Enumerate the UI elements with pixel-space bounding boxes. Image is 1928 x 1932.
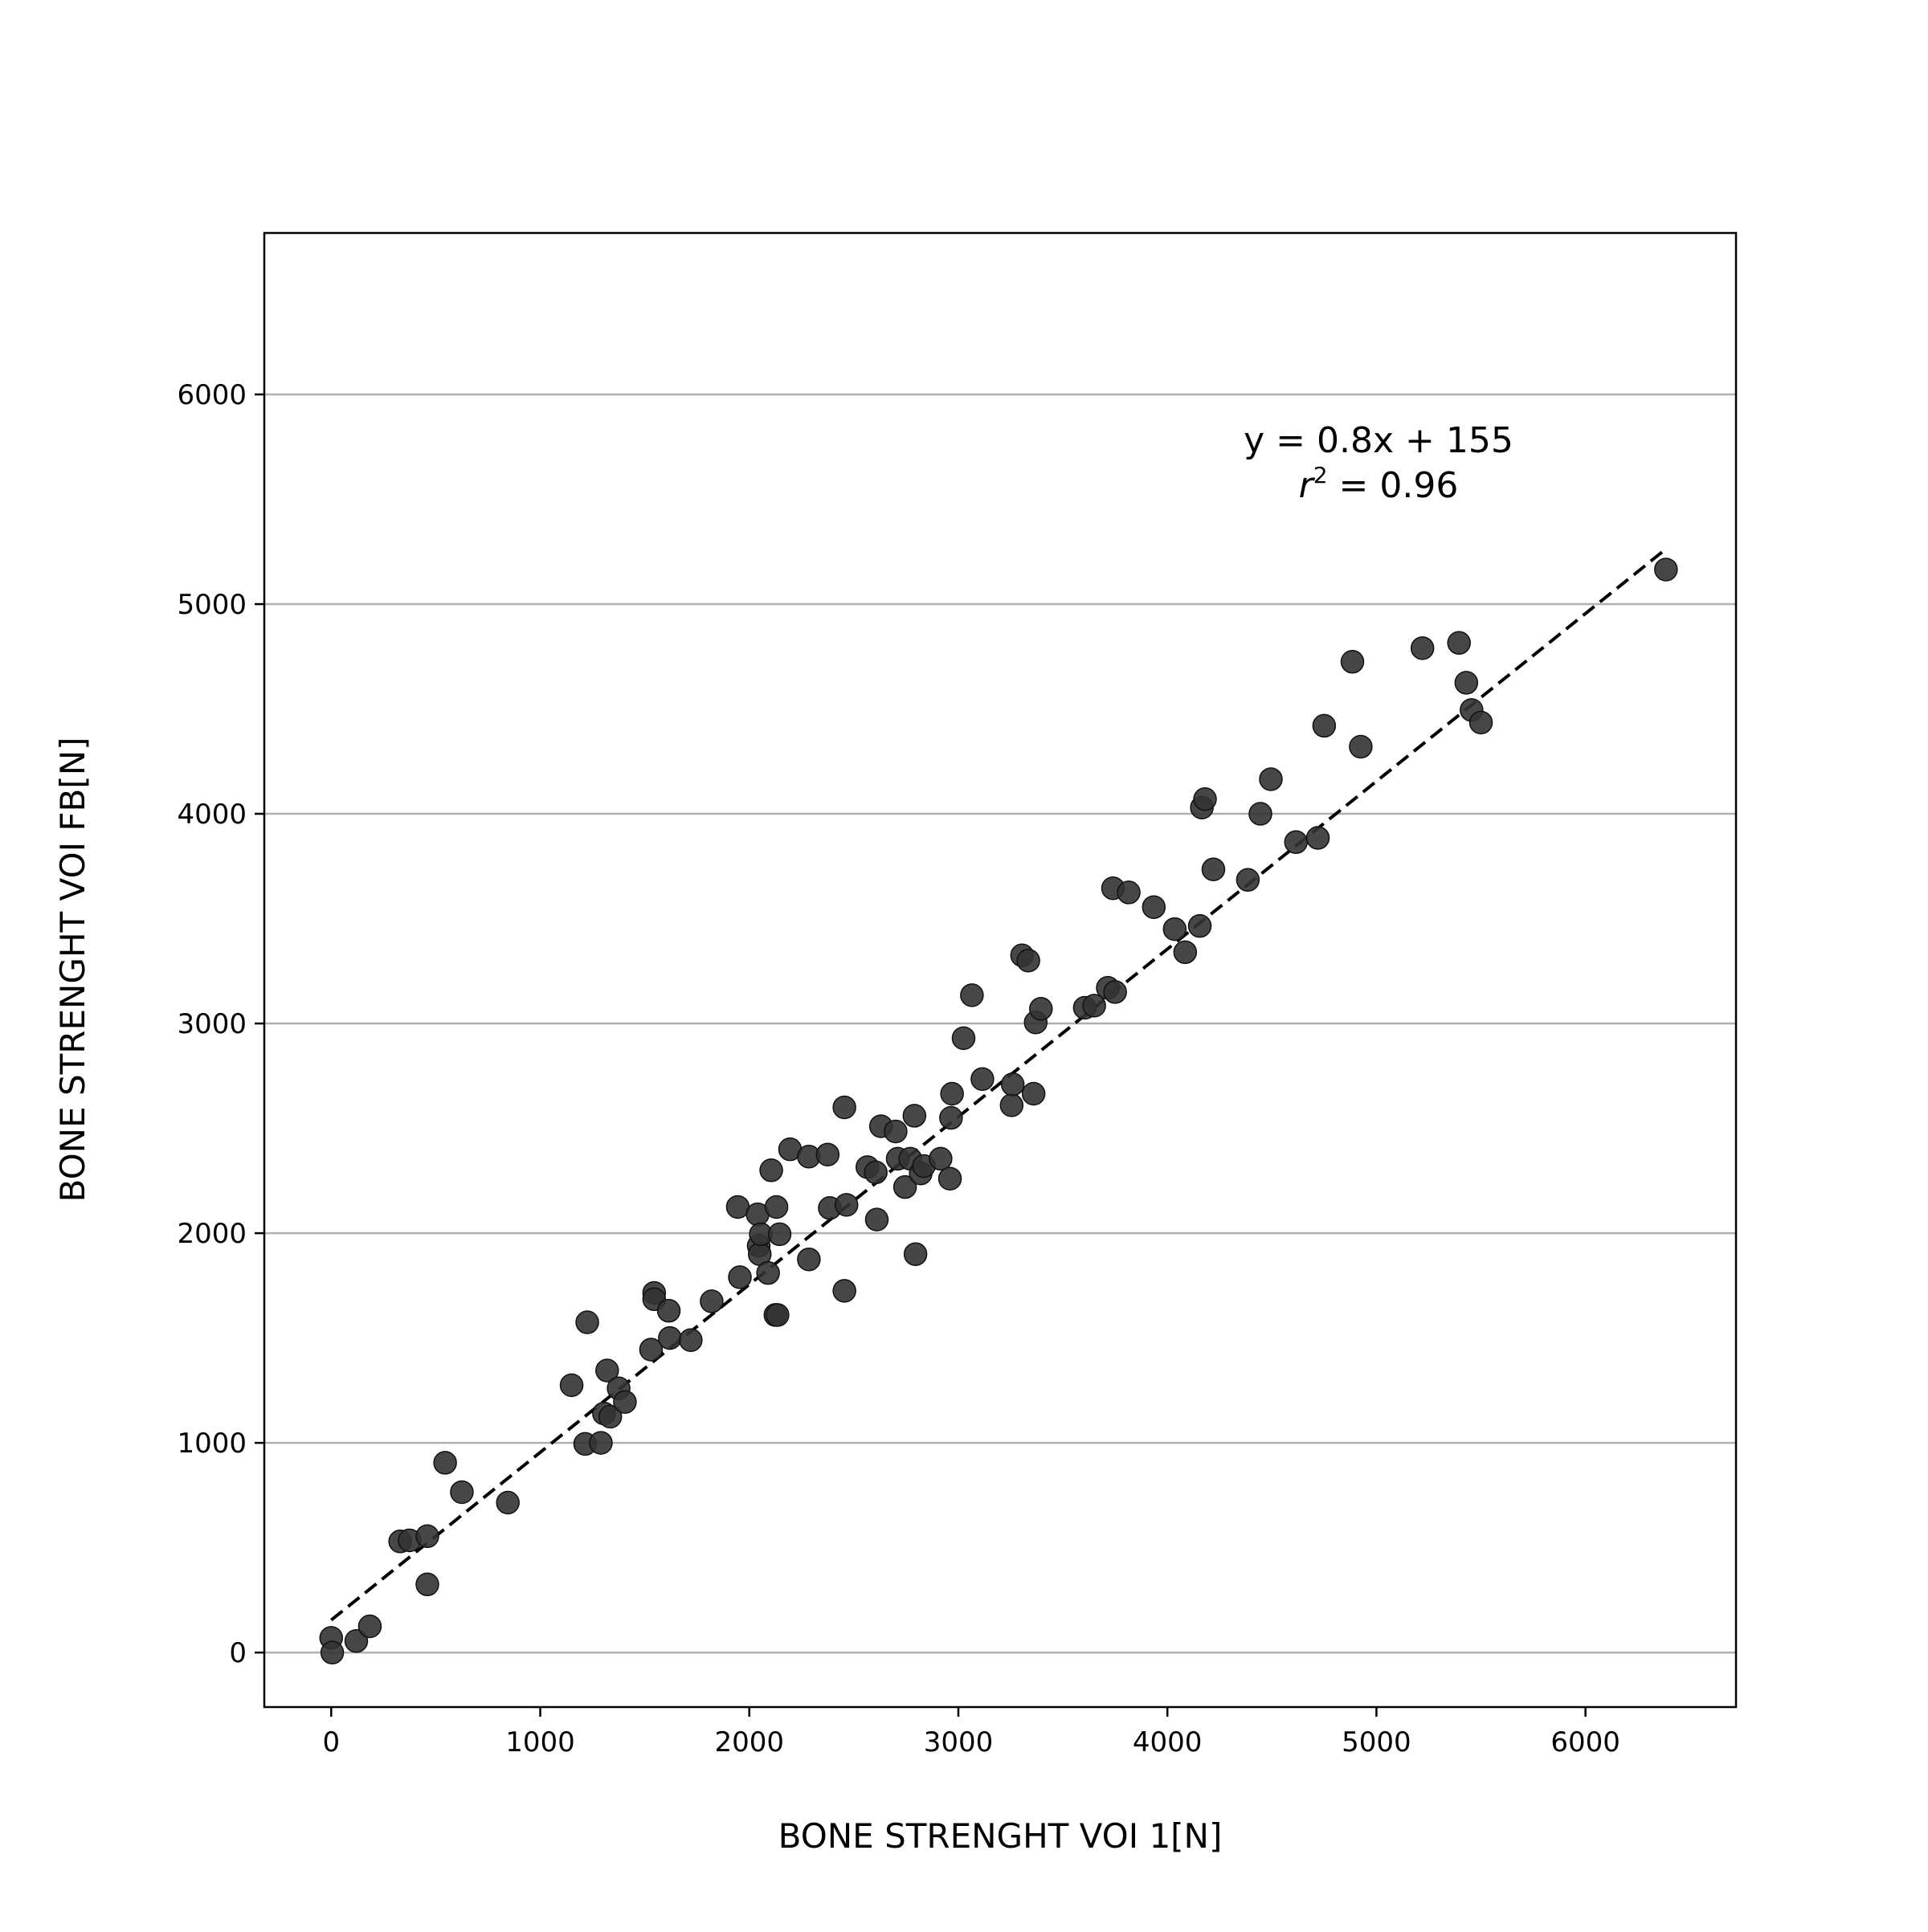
y-axis-label: BONE STRENGHT VOI FB[N] xyxy=(53,737,92,1203)
data-point xyxy=(864,1207,889,1231)
data-point xyxy=(764,1195,789,1219)
data-point xyxy=(1447,631,1471,656)
data-point xyxy=(832,1095,856,1120)
data-point xyxy=(884,1119,908,1144)
data-point xyxy=(1284,830,1308,855)
data-point xyxy=(357,1614,382,1639)
data-point xyxy=(1654,558,1678,582)
y-tick-label: 0 xyxy=(229,1637,247,1669)
data-point xyxy=(1021,1081,1046,1106)
regression-equation: y = 0.8x + 155 xyxy=(1244,420,1513,461)
data-point xyxy=(1000,1072,1025,1097)
data-point xyxy=(1142,895,1166,919)
data-point xyxy=(344,1629,369,1653)
x-tick-label: 3000 xyxy=(924,1726,994,1758)
data-point xyxy=(1162,917,1187,941)
data-point xyxy=(1117,880,1141,905)
data-point xyxy=(728,1265,752,1289)
data-point xyxy=(658,1325,682,1350)
data-point xyxy=(1259,767,1283,791)
data-point xyxy=(1103,980,1127,1004)
data-point xyxy=(1312,713,1337,738)
data-point xyxy=(1236,868,1260,892)
data-point xyxy=(1028,997,1053,1021)
grid-lines xyxy=(264,393,1736,1654)
x-tick-label: 5000 xyxy=(1342,1726,1411,1758)
data-point xyxy=(1349,734,1373,759)
x-tick-label: 6000 xyxy=(1550,1726,1620,1758)
data-point xyxy=(1248,802,1272,826)
data-point xyxy=(575,1310,599,1334)
data-point xyxy=(725,1195,750,1219)
x-axis-label: BONE STRENGHT VOI 1[N] xyxy=(778,1816,1223,1856)
data-point xyxy=(415,1572,439,1597)
data-point xyxy=(1173,940,1198,965)
data-point xyxy=(999,1093,1024,1117)
data-point xyxy=(559,1373,584,1398)
data-point xyxy=(929,1146,953,1171)
data-point xyxy=(834,1193,859,1217)
data-point xyxy=(598,1404,623,1429)
data-point xyxy=(797,1247,821,1272)
plot-frame xyxy=(263,231,1738,1709)
y-tick-label: 5000 xyxy=(177,589,247,621)
data-point xyxy=(1193,787,1217,811)
r-symbol: r xyxy=(1299,465,1316,506)
data-point xyxy=(656,1298,681,1323)
data-point xyxy=(589,1431,613,1455)
data-point xyxy=(903,1242,928,1266)
r-squared-label: r2 = 0.96 xyxy=(1299,462,1459,506)
y-tick-label: 6000 xyxy=(177,379,247,411)
data-point xyxy=(1340,650,1365,674)
data-point xyxy=(595,1358,619,1383)
data-point xyxy=(902,1104,927,1128)
data-point xyxy=(450,1480,474,1505)
data-point xyxy=(937,1166,962,1191)
data-point xyxy=(613,1390,637,1414)
y-tick-label: 2000 xyxy=(177,1218,247,1250)
data-point xyxy=(940,1081,964,1106)
x-tick-label: 4000 xyxy=(1133,1726,1203,1758)
x-tick-label: 2000 xyxy=(714,1726,784,1758)
data-point xyxy=(1305,826,1330,850)
data-point xyxy=(767,1222,792,1247)
data-point xyxy=(433,1451,457,1475)
data-point xyxy=(639,1338,664,1362)
data-point xyxy=(415,1524,439,1549)
x-tick-label: 0 xyxy=(322,1726,340,1758)
data-point xyxy=(939,1105,963,1130)
r-power: 2 xyxy=(1313,462,1328,488)
data-point xyxy=(893,1174,917,1199)
data-point xyxy=(1187,913,1212,938)
data-point xyxy=(320,1640,345,1664)
data-point xyxy=(1201,857,1226,881)
y-tick-label: 1000 xyxy=(177,1428,247,1460)
data-point xyxy=(815,1142,840,1166)
x-tick-label: 1000 xyxy=(505,1726,575,1758)
data-point xyxy=(864,1160,888,1185)
data-point xyxy=(1454,671,1479,695)
data-point xyxy=(700,1289,724,1313)
r-value: = 0.96 xyxy=(1328,465,1459,506)
data-point xyxy=(759,1158,783,1182)
data-point xyxy=(1016,949,1040,973)
data-point xyxy=(1082,994,1106,1018)
data-point xyxy=(756,1260,780,1285)
data-point xyxy=(832,1279,856,1303)
data-point xyxy=(1410,636,1435,660)
y-tick-label: 3000 xyxy=(177,1008,247,1040)
regression-line xyxy=(330,549,1665,1622)
axis-ticks: 0 1000 2000 3000 4000 5000 6000 0 1000 2000 3000 40… xyxy=(177,379,1620,1758)
data-point xyxy=(496,1490,520,1515)
data-point xyxy=(1468,710,1493,735)
data-point xyxy=(970,1067,995,1091)
data-point xyxy=(679,1328,703,1352)
data-point xyxy=(766,1303,790,1327)
data-point xyxy=(960,983,984,1007)
data-points xyxy=(319,558,1678,1664)
y-tick-label: 4000 xyxy=(177,799,247,831)
data-point xyxy=(951,1026,976,1051)
